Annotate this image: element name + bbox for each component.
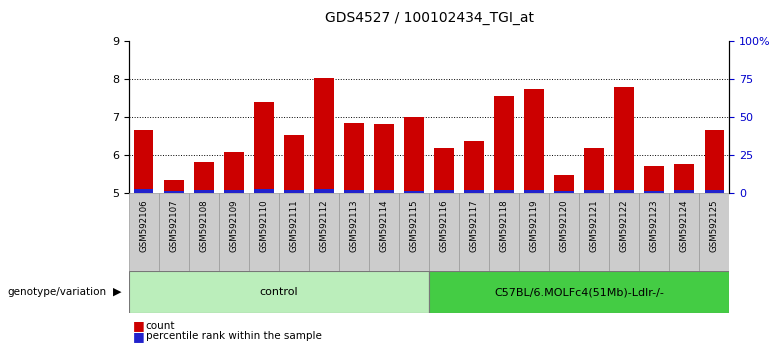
- Text: GSM592113: GSM592113: [349, 199, 359, 252]
- FancyBboxPatch shape: [429, 193, 459, 271]
- Bar: [704, 130, 724, 193]
- Text: GSM592112: GSM592112: [319, 199, 328, 252]
- FancyBboxPatch shape: [489, 193, 519, 271]
- Bar: [495, 189, 514, 193]
- FancyBboxPatch shape: [129, 271, 429, 313]
- Bar: [404, 117, 424, 193]
- Text: GSM592106: GSM592106: [139, 199, 148, 252]
- Text: ■: ■: [133, 319, 144, 332]
- Bar: [134, 130, 154, 193]
- FancyBboxPatch shape: [399, 193, 429, 271]
- Bar: [434, 190, 454, 193]
- Text: ■: ■: [133, 330, 144, 343]
- Text: GSM592118: GSM592118: [499, 199, 509, 252]
- Bar: [314, 189, 334, 193]
- Text: GSM592107: GSM592107: [169, 199, 179, 252]
- Bar: [615, 87, 634, 193]
- Bar: [464, 189, 484, 193]
- FancyBboxPatch shape: [700, 193, 729, 271]
- FancyBboxPatch shape: [609, 193, 640, 271]
- Text: GSM592123: GSM592123: [650, 199, 659, 252]
- Bar: [675, 190, 694, 193]
- Text: ▶: ▶: [113, 287, 121, 297]
- Bar: [615, 189, 634, 193]
- Bar: [374, 189, 394, 193]
- Bar: [194, 190, 214, 193]
- Bar: [284, 135, 303, 193]
- Bar: [164, 179, 183, 193]
- Text: GSM592120: GSM592120: [559, 199, 569, 252]
- Bar: [344, 123, 363, 193]
- FancyBboxPatch shape: [369, 193, 399, 271]
- Text: percentile rank within the sample: percentile rank within the sample: [146, 331, 321, 341]
- Bar: [524, 190, 544, 193]
- Bar: [134, 189, 154, 193]
- FancyBboxPatch shape: [339, 193, 369, 271]
- FancyBboxPatch shape: [669, 193, 700, 271]
- Text: control: control: [260, 287, 298, 297]
- FancyBboxPatch shape: [159, 193, 189, 271]
- Text: GSM592119: GSM592119: [530, 199, 539, 252]
- FancyBboxPatch shape: [218, 193, 249, 271]
- Bar: [495, 96, 514, 193]
- Bar: [675, 164, 694, 193]
- Text: GDS4527 / 100102434_TGI_at: GDS4527 / 100102434_TGI_at: [324, 11, 534, 25]
- Text: C57BL/6.MOLFc4(51Mb)-Ldlr-/-: C57BL/6.MOLFc4(51Mb)-Ldlr-/-: [495, 287, 664, 297]
- Bar: [344, 189, 363, 193]
- Bar: [704, 189, 724, 193]
- FancyBboxPatch shape: [459, 193, 489, 271]
- FancyBboxPatch shape: [549, 193, 580, 271]
- FancyBboxPatch shape: [279, 193, 309, 271]
- FancyBboxPatch shape: [189, 193, 218, 271]
- FancyBboxPatch shape: [429, 271, 729, 313]
- Bar: [164, 191, 183, 193]
- Text: GSM592108: GSM592108: [199, 199, 208, 252]
- FancyBboxPatch shape: [640, 193, 669, 271]
- Text: GSM592122: GSM592122: [619, 199, 629, 252]
- Text: GSM592109: GSM592109: [229, 199, 239, 252]
- Bar: [584, 148, 604, 193]
- Bar: [644, 166, 664, 193]
- Bar: [555, 191, 574, 193]
- Bar: [224, 152, 243, 193]
- Bar: [284, 190, 303, 193]
- Bar: [314, 78, 334, 193]
- Bar: [224, 189, 243, 193]
- Bar: [254, 189, 274, 193]
- Bar: [194, 162, 214, 193]
- Bar: [374, 124, 394, 193]
- Text: GSM592125: GSM592125: [710, 199, 719, 252]
- Text: GSM592114: GSM592114: [379, 199, 388, 252]
- Bar: [434, 148, 454, 193]
- Text: GSM592115: GSM592115: [410, 199, 419, 252]
- Bar: [254, 102, 274, 193]
- FancyBboxPatch shape: [580, 193, 609, 271]
- FancyBboxPatch shape: [519, 193, 549, 271]
- Bar: [524, 90, 544, 193]
- FancyBboxPatch shape: [309, 193, 339, 271]
- FancyBboxPatch shape: [129, 193, 159, 271]
- Bar: [464, 141, 484, 193]
- Text: GSM592124: GSM592124: [679, 199, 689, 252]
- FancyBboxPatch shape: [249, 193, 279, 271]
- Bar: [555, 175, 574, 193]
- Text: GSM592110: GSM592110: [259, 199, 268, 252]
- Bar: [644, 191, 664, 193]
- Text: count: count: [146, 321, 176, 331]
- Text: GSM592116: GSM592116: [439, 199, 448, 252]
- Text: GSM592121: GSM592121: [590, 199, 599, 252]
- Text: GSM592117: GSM592117: [470, 199, 479, 252]
- Bar: [404, 191, 424, 193]
- Text: GSM592111: GSM592111: [289, 199, 299, 252]
- Text: genotype/variation: genotype/variation: [8, 287, 107, 297]
- Bar: [584, 189, 604, 193]
